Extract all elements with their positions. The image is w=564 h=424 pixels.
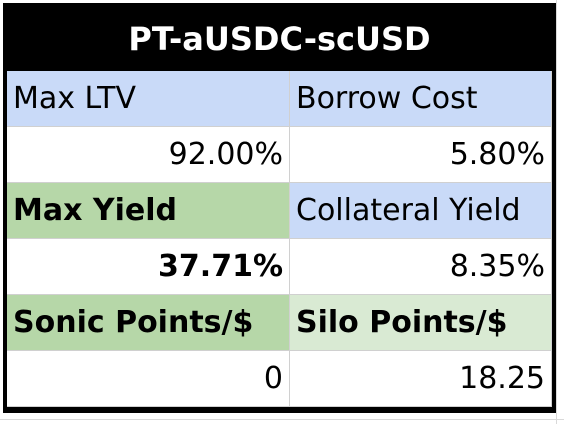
value-cell: 5.80%: [290, 127, 552, 183]
label-cell: Max Yield: [7, 183, 290, 239]
table-title: PT-aUSDC-scUSD: [7, 7, 552, 71]
value-cell: 92.00%: [7, 127, 290, 183]
label-cell: Collateral Yield: [290, 183, 552, 239]
grid-line: [0, 419, 564, 420]
label-cell: Borrow Cost: [290, 71, 552, 127]
value-cell: 18.25: [290, 351, 552, 407]
label-cell: Max LTV: [7, 71, 290, 127]
label-cell: Silo Points/$: [290, 295, 552, 351]
spreadsheet: PT-aUSDC-scUSD Max LTV Borrow Cost 92.00…: [3, 3, 556, 413]
grid-line: [556, 0, 557, 424]
label-cell: Sonic Points/$: [7, 295, 290, 351]
value-cell: 8.35%: [290, 239, 552, 295]
value-cell: 0: [7, 351, 290, 407]
value-cell: 37.71%: [7, 239, 290, 295]
